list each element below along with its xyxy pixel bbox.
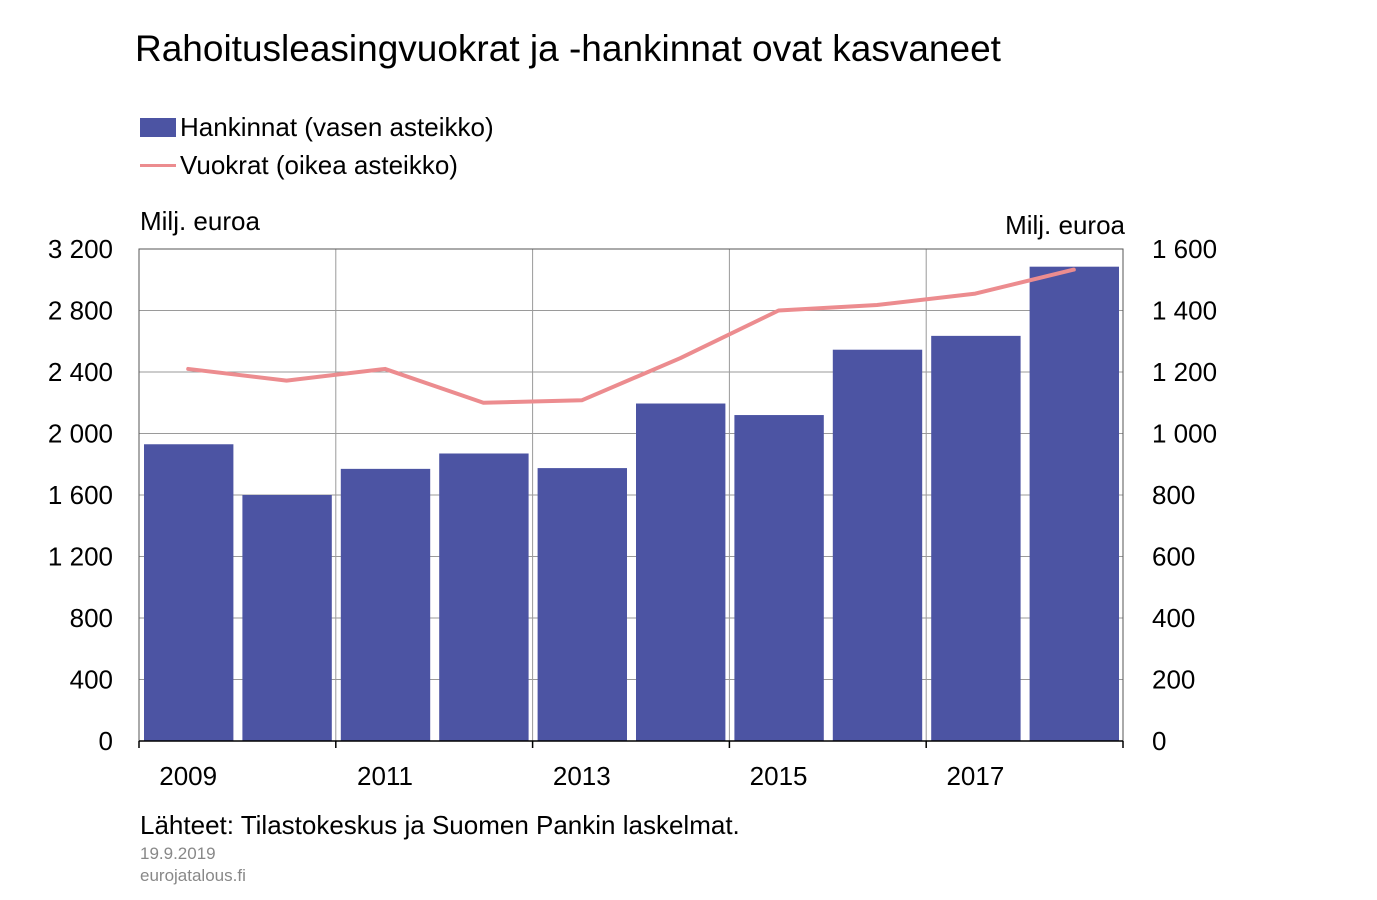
legend-label-hankinnat: Hankinnat (vasen asteikko)	[180, 111, 494, 142]
bar-2009	[144, 444, 234, 741]
y-right-tick-label-2: 400	[1152, 603, 1195, 633]
y-left-tick-label-2: 800	[70, 603, 113, 633]
x-tick-label-2011: 2011	[357, 761, 413, 791]
source-note: Lähteet: Tilastokeskus ja Suomen Pankin …	[140, 810, 740, 840]
bar-2014	[636, 403, 726, 741]
bar-2015	[734, 415, 824, 741]
y-left-tick-label-5: 2 000	[48, 419, 113, 449]
x-tick-label-2017: 2017	[946, 761, 1004, 791]
y-right-tick-label-3: 600	[1152, 542, 1195, 572]
legend: Hankinnat (vasen asteikko) Vuokrat (oike…	[140, 108, 494, 184]
bar-2013	[537, 468, 627, 741]
y-left-tick-label-7: 2 800	[48, 296, 113, 326]
publish-date: 19.9.2019	[140, 844, 216, 863]
chart-title: Rahoitusleasingvuokrat ja -hankinnat ova…	[135, 28, 1001, 69]
bar-2017	[931, 335, 1021, 741]
x-tick-label-2009: 2009	[159, 761, 217, 791]
x-tick-label-2013: 2013	[553, 761, 611, 791]
y-left-tick-label-0: 0	[99, 726, 113, 756]
legend-item-vuokrat: Vuokrat (oikea asteikko)	[140, 146, 494, 184]
legend-swatch-vuokrat	[140, 163, 176, 167]
y-right-tick-label-7: 1 400	[1152, 296, 1217, 326]
left-axis-unit: Milj. euroa	[140, 206, 260, 236]
y-left-tick-label-3: 1 200	[48, 542, 113, 572]
right-axis-unit: Milj. euroa	[1005, 210, 1125, 240]
bar-2018	[1029, 266, 1119, 741]
legend-label-vuokrat: Vuokrat (oikea asteikko)	[180, 149, 458, 180]
legend-item-hankinnat: Hankinnat (vasen asteikko)	[140, 108, 494, 146]
bar-2016	[832, 349, 923, 741]
bar-2010	[242, 495, 332, 741]
y-right-tick-label-1: 200	[1152, 665, 1195, 695]
bar-2011	[340, 468, 431, 741]
y-left-tick-label-4: 1 600	[48, 480, 113, 510]
y-right-tick-label-4: 800	[1152, 480, 1195, 510]
line-vuokrat	[186, 267, 1076, 405]
x-tick-label-2015: 2015	[750, 761, 808, 791]
y-right-tick-label-6: 1 200	[1152, 357, 1217, 387]
site-name: eurojatalous.fi	[140, 866, 246, 885]
bar-2012	[439, 453, 529, 741]
legend-swatch-hankinnat	[140, 117, 176, 137]
y-right-tick-label-8: 1 600	[1152, 234, 1217, 264]
y-left-tick-label-1: 400	[70, 665, 113, 695]
y-left-tick-label-8: 3 200	[48, 234, 113, 264]
y-right-tick-label-5: 1 000	[1152, 419, 1217, 449]
y-left-tick-label-6: 2 400	[48, 357, 113, 387]
y-right-tick-label-0: 0	[1152, 726, 1166, 756]
